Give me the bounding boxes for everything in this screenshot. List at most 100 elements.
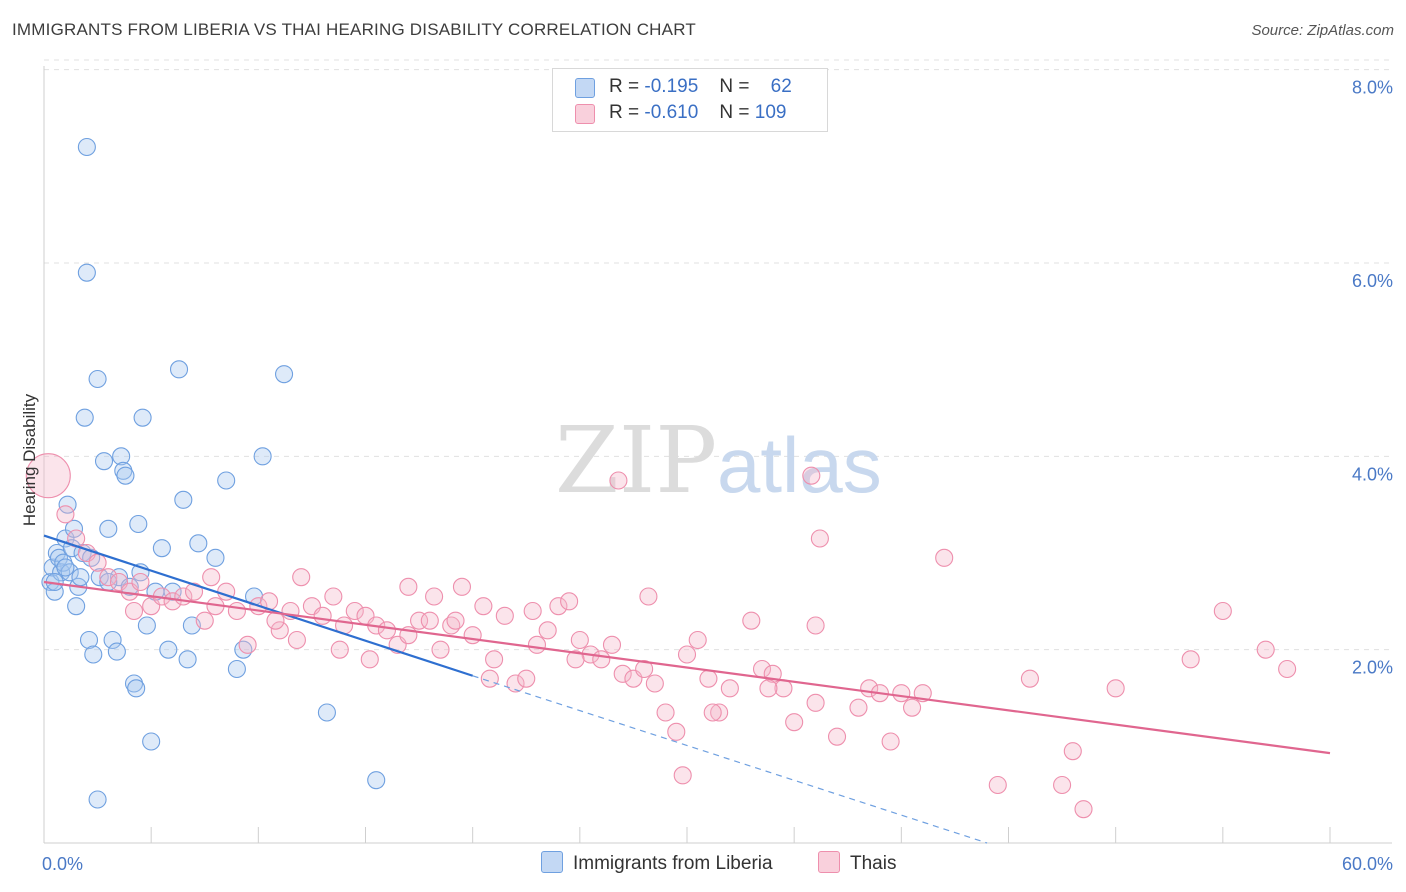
thais-point-8	[124, 601, 144, 621]
thais-point-86	[1181, 650, 1200, 669]
legend-r-label: R =	[609, 102, 640, 123]
thais-point-52	[592, 650, 611, 669]
legend-label-liberia: Immigrants from Liberia	[573, 853, 773, 874]
thais-point-57	[645, 674, 664, 693]
liberia-point-1	[43, 558, 62, 577]
grid-lines	[44, 59, 1392, 651]
thais-point-39	[452, 577, 472, 596]
liberia-point-37	[137, 616, 156, 635]
y-tick-label: 4.0%	[1352, 464, 1393, 484]
thais-point-79	[935, 548, 954, 567]
liberia-point-20	[84, 645, 103, 664]
thais-point-36	[420, 611, 439, 630]
tick-labels: 2.0% 4.0% 6.0% 8.0% 0.0% 60.0%	[42, 78, 1393, 874]
thais-point-1	[56, 505, 75, 524]
thais-point-35	[410, 611, 429, 630]
source-label: Source: ZipAtlas.com	[1251, 22, 1394, 39]
liberia-point-44	[174, 490, 193, 509]
liberia-point-25	[103, 630, 122, 650]
thais-point-99	[806, 693, 825, 712]
thais-point-106	[673, 766, 692, 785]
thais-point-75	[881, 732, 900, 751]
data-points	[25, 137, 1297, 819]
thais-point-59	[667, 722, 686, 741]
liberia-point-41	[159, 640, 178, 659]
thais-point-14	[184, 582, 204, 601]
liberia-point-17	[77, 263, 96, 282]
thais-point-4	[88, 553, 107, 572]
thais-point-68	[774, 679, 793, 698]
legend-r-value: -0.610	[644, 102, 699, 123]
thais-point-80	[988, 775, 1007, 795]
thais-trend-line	[43, 580, 1331, 755]
liberia-point-48	[206, 548, 225, 567]
legend-r-label: R =	[609, 76, 640, 97]
liberia-point-47	[189, 534, 208, 553]
legend-n-label: N =	[719, 76, 750, 97]
thais-point-46	[527, 635, 547, 654]
thais-point-97	[802, 466, 821, 485]
liberia-point-43	[169, 360, 189, 379]
y-axis-title: Hearing Disability	[20, 393, 39, 526]
thais-point-58	[656, 703, 675, 722]
y-tick-label: 6.0%	[1352, 271, 1393, 291]
liberia-point-58	[77, 137, 96, 157]
thais-point-43	[495, 606, 514, 625]
thais-point-101	[330, 640, 349, 659]
thais-point-47	[538, 621, 557, 640]
thais-point-69	[785, 713, 804, 732]
liberia-point-16	[75, 408, 94, 427]
thais-point-0	[25, 453, 71, 499]
thais-point-108	[287, 630, 306, 650]
liberia-point-12	[67, 597, 86, 616]
thais-point-29	[345, 601, 364, 621]
liberia-point-50	[227, 659, 246, 679]
thais-point-50	[570, 630, 589, 650]
liberia-point-60	[56, 558, 75, 577]
liberia-point-23	[94, 452, 114, 471]
liberia-trend-extension	[472, 675, 988, 844]
watermark-zip: ZIP	[555, 407, 717, 514]
liberia-point-28	[112, 447, 131, 466]
y-tick-label: 8.0%	[1352, 78, 1393, 98]
thais-point-93	[523, 601, 542, 621]
thais-point-102	[360, 650, 379, 669]
thais-point-53	[602, 635, 622, 654]
liberia-point-40	[152, 539, 171, 558]
liberia-point-53	[253, 447, 272, 466]
legend-label-thais: Thais	[850, 853, 897, 874]
thais-point-76	[892, 684, 911, 703]
y-tick-label: 2.0%	[1352, 658, 1393, 678]
watermark-atlas: atlas	[717, 421, 882, 509]
liberia-point-33	[127, 679, 146, 698]
thais-point-103	[446, 611, 465, 630]
thais-point-22	[270, 621, 289, 640]
thais-point-27	[324, 587, 343, 606]
thais-point-19	[238, 635, 257, 654]
thais-point-60	[677, 645, 697, 664]
thais-point-83	[1063, 742, 1082, 761]
thais-point-85	[1106, 679, 1125, 698]
thais-point-40	[463, 626, 482, 645]
chart-title: IMMIGRANTS FROM LIBERIA VS THAI HEARING …	[12, 20, 696, 39]
thais-point-37	[431, 640, 450, 659]
thais-point-90	[399, 577, 418, 596]
thais-point-70	[806, 616, 825, 635]
thais-point-63	[710, 703, 729, 722]
liberia-point-18	[79, 630, 99, 650]
thais-point-91	[425, 587, 444, 606]
thais-point-45	[517, 669, 536, 688]
liberia-point-21	[88, 369, 107, 389]
thais-point-104	[566, 650, 585, 669]
thais-point-98	[810, 529, 829, 548]
thais-point-105	[639, 587, 658, 606]
legend-swatch-thais	[818, 851, 840, 873]
thais-point-77	[902, 698, 922, 717]
thais-point-44	[506, 674, 525, 693]
trend-lines	[43, 534, 1331, 844]
thais-point-61	[688, 630, 707, 650]
liberia-point-34	[129, 514, 148, 534]
legend-n-label: N =	[719, 102, 750, 123]
thais-point-42	[485, 650, 504, 669]
